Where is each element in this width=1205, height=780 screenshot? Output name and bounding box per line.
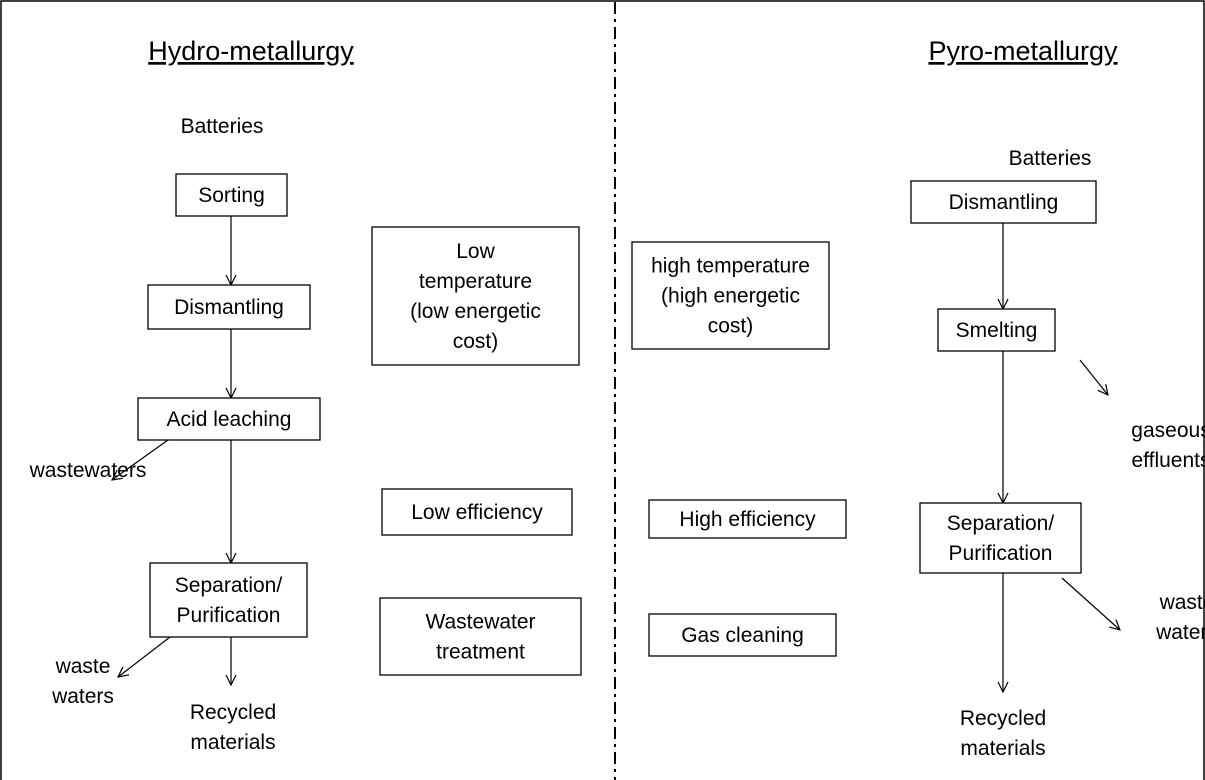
- feature-box-text: (low energetic: [410, 300, 541, 323]
- feature-box-text: treatment: [436, 641, 525, 664]
- feature-box: [381, 488, 573, 536]
- step-box-text: Separation/: [175, 574, 283, 597]
- step-box-text: Purification: [949, 542, 1053, 565]
- output-label-text: waste: [1159, 591, 1205, 614]
- step-box-text: Acid leaching: [167, 408, 292, 431]
- output-label-text: materials: [190, 731, 275, 754]
- step-box-text: Sorting: [198, 184, 265, 207]
- feature-box: [648, 613, 837, 657]
- output-label-text: Recycled: [190, 701, 276, 724]
- step-box: [137, 397, 321, 441]
- arrow: [118, 636, 171, 677]
- step-box: [937, 308, 1056, 352]
- output-label-text: wastewaters: [29, 459, 147, 482]
- title: Hydro-metallurgy: [148, 36, 354, 66]
- step-box-text: Smelting: [956, 319, 1038, 342]
- step-box: [919, 502, 1082, 574]
- step-box-text: Dismantling: [949, 191, 1059, 214]
- output-label-text: waste: [55, 655, 111, 678]
- input-label: Batteries: [181, 115, 264, 138]
- title: Pyro-metallurgy: [928, 36, 1118, 66]
- output-label-text: materials: [960, 737, 1045, 760]
- feature-box: [379, 597, 582, 676]
- feature-box: [648, 499, 847, 539]
- output-label-text: waters: [51, 685, 114, 708]
- feature-box-text: (high energetic: [661, 285, 800, 308]
- step-box: [910, 180, 1097, 224]
- step-box: [149, 562, 308, 638]
- step-box: [175, 173, 288, 217]
- input-label: Batteries: [1009, 147, 1092, 170]
- feature-box-text: Low: [456, 240, 495, 263]
- feature-box-text: high temperature: [651, 255, 810, 278]
- arrow: [112, 439, 169, 480]
- feature-box-text: cost): [453, 330, 499, 353]
- feature-box-text: High efficiency: [679, 508, 816, 531]
- feature-box: [371, 226, 580, 366]
- feature-box: [631, 241, 830, 350]
- feature-box-text: Wastewater: [425, 611, 535, 634]
- arrow: [1079, 359, 1108, 395]
- step-box-text: Separation/: [947, 512, 1055, 535]
- output-label-text: gaseous: [1131, 419, 1205, 442]
- arrows: [112, 216, 1120, 692]
- step-box-text: Purification: [177, 604, 281, 627]
- feature-box-text: Gas cleaning: [681, 624, 804, 647]
- output-label-text: Recycled: [960, 707, 1046, 730]
- step-box: [147, 284, 311, 330]
- step-box-text: Dismantling: [174, 296, 284, 319]
- feature-box-text: Low efficiency: [411, 501, 543, 524]
- feature-box-text: temperature: [419, 270, 532, 293]
- output-label-text: effluents: [1131, 449, 1205, 472]
- output-label-text: waters: [1155, 621, 1205, 644]
- arrow: [1061, 577, 1120, 630]
- feature-box-text: cost): [708, 315, 754, 338]
